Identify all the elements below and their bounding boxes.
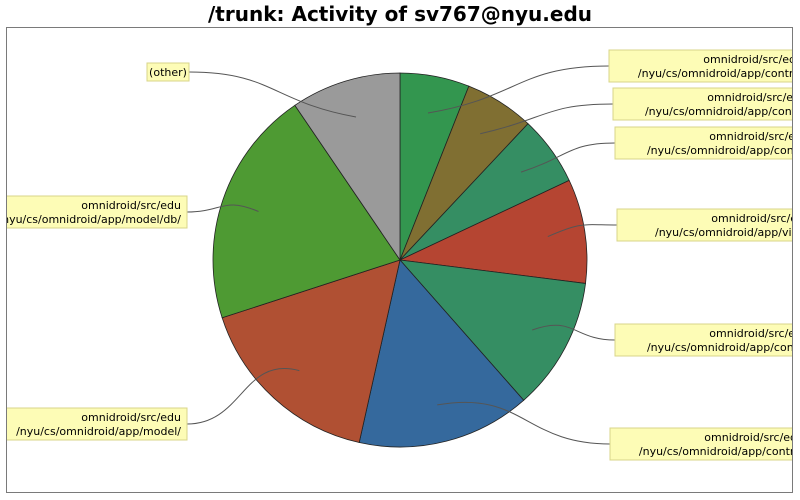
- slice-label-text: omnidroid/src/edu: [81, 199, 181, 212]
- label-box: [612, 87, 792, 121]
- label-box: [7, 407, 188, 441]
- label-box: [616, 208, 792, 242]
- label-connector: [520, 142, 616, 173]
- slice-label-text: omnidroid/src/edu: [709, 130, 793, 143]
- label-box: [609, 427, 792, 461]
- slice-label-1: omnidroid/src/edu/nyu/cs/omnidroid/app/c…: [427, 49, 793, 114]
- label-connector: [437, 401, 611, 445]
- slice-label-text: omnidroid/src/edu: [707, 91, 793, 104]
- plot-area: omnidroid/src/edu/nyu/cs/omnidroid/app/c…: [6, 27, 793, 493]
- slice-label-text: /nyu/cs/omnidroid/app/view/: [655, 226, 793, 239]
- slice-label-7: omnidroid/src/edu/nyu/cs/omnidroid/app/m…: [7, 368, 300, 441]
- pie-slice-9: [294, 72, 401, 262]
- slice-label-text: /nyu/cs/omnidroid/app/model/: [16, 425, 181, 438]
- label-connector: [480, 103, 614, 135]
- slice-label-text: (other): [149, 66, 187, 79]
- label-box: [7, 195, 188, 229]
- pie-slice-5: [398, 259, 586, 401]
- label-connector: [427, 65, 610, 114]
- slice-label-6: omnidroid/src/edu/nyu/cs/omnidroid/app/c…: [437, 401, 793, 461]
- slice-label-8: omnidroid/src/edu/nyu/cs/omnidroid/app/m…: [7, 195, 259, 229]
- label-box: [614, 323, 792, 357]
- slice-label-text: omnidroid/src/edu: [709, 327, 793, 340]
- slice-label-text: /nyu/cs/omnidroid/app/contro: [647, 341, 793, 354]
- label-box: [146, 62, 190, 82]
- pie-slice-6: [358, 259, 525, 448]
- label-box: [614, 126, 792, 160]
- slice-label-4: omnidroid/src/edu/nyu/cs/omnidroid/app/v…: [547, 208, 793, 242]
- slice-label-text: /nyu/cs/omnidroid/app/contro: [645, 105, 793, 118]
- pie-slice-7: [221, 259, 401, 443]
- label-box: [608, 49, 792, 83]
- pie-slice-8: [212, 104, 401, 319]
- label-connector: [547, 224, 618, 238]
- label-connector: [186, 368, 300, 425]
- slice-label-9: (other): [146, 62, 357, 118]
- chart-title: /trunk: Activity of sv767@nyu.edu: [208, 2, 592, 26]
- slice-label-text: /nyu/cs/omnidroid/app/model/db/: [7, 213, 181, 226]
- slice-label-text: /nyu/cs/omnidroid/app/control: [638, 67, 793, 80]
- slice-label-2: omnidroid/src/edu/nyu/cs/omnidroid/app/c…: [480, 87, 793, 135]
- label-connector: [532, 324, 616, 341]
- label-connector: [188, 71, 357, 118]
- slice-label-3: omnidroid/src/edu/nyu/cs/omnidroid/app/c…: [520, 126, 793, 173]
- slice-label-5: omnidroid/src/edu/nyu/cs/omnidroid/app/c…: [532, 323, 793, 357]
- pie-slice-4: [398, 179, 588, 284]
- slice-label-text: /nyu/cs/omnidroid/app/control: [639, 445, 793, 458]
- label-connector: [186, 204, 259, 213]
- slice-label-text: omnidroid/src/edu: [704, 431, 793, 444]
- slice-label-text: omnidroid/src/edu: [703, 53, 793, 66]
- slice-label-text: omnidroid/src/edu: [711, 212, 793, 225]
- slice-label-text: omnidroid/src/edu: [81, 411, 181, 424]
- slice-label-text: /nyu/cs/omnidroid/app/contro: [647, 144, 793, 157]
- pie-chart: omnidroid/src/edu/nyu/cs/omnidroid/app/c…: [7, 49, 793, 461]
